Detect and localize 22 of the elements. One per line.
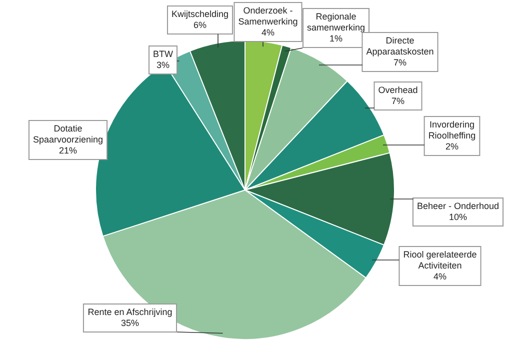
data-label: 6%	[193, 20, 207, 30]
slice-label: Invordering Rioolheffing	[428, 119, 476, 140]
data-label: 21%	[58, 145, 78, 156]
slice-label: Dotatie Spaarvoorziening	[32, 123, 104, 144]
data-label: 10%	[448, 212, 468, 222]
slice-label: Beheer - Onderhoud	[416, 200, 500, 211]
slice-label: Overhead	[378, 84, 418, 95]
data-label: 3%	[156, 60, 170, 70]
slice-label: BTW	[153, 48, 174, 59]
slice-label: Regionale samenwerking	[306, 11, 366, 32]
slice-label: Riool gerelateerde Activiteiten	[403, 249, 477, 270]
data-label: 7%	[391, 96, 405, 106]
data-label: 1%	[329, 33, 343, 44]
slice-label: Onderzoek - Samenwerking	[238, 5, 298, 26]
slice-label: Directe Apparaatskosten	[366, 35, 434, 56]
data-label: 4%	[261, 27, 275, 38]
data-label: 35%	[120, 318, 140, 328]
data-label: 7%	[393, 57, 407, 68]
slice-label: Kwijtschelding	[171, 8, 229, 19]
slice-label: Rente en Afschrijving	[88, 306, 172, 317]
data-label: 4%	[433, 271, 447, 282]
data-label: 2%	[445, 141, 459, 152]
